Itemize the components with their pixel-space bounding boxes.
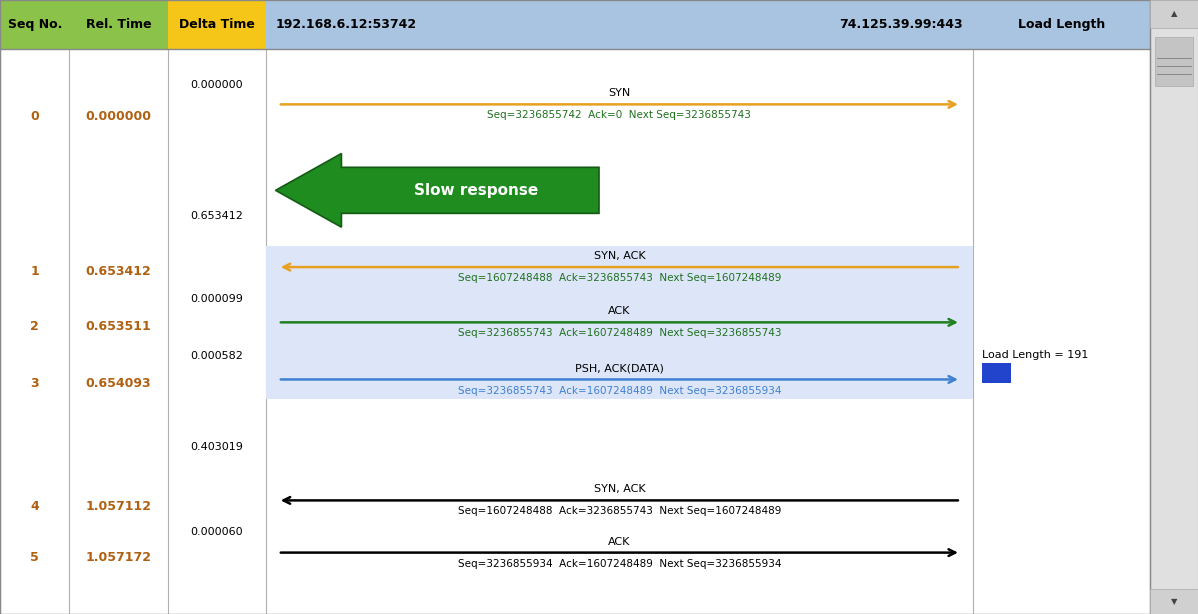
Bar (0, 0, 69, 49)
Text: 1.057172: 1.057172 (85, 551, 152, 564)
Text: 74.125.39.99:443: 74.125.39.99:443 (840, 18, 963, 31)
Bar (1150, 0, 1198, 614)
Text: 1: 1 (30, 265, 40, 278)
Text: Seq=1607248488  Ack=3236855743  Next Seq=1607248489: Seq=1607248488 Ack=3236855743 Next Seq=1… (458, 273, 781, 283)
Text: 0: 0 (30, 110, 40, 123)
Text: 0.000582: 0.000582 (190, 351, 243, 361)
Text: ▲: ▲ (1170, 9, 1178, 18)
Text: 1.057112: 1.057112 (85, 500, 152, 513)
FancyArrow shape (276, 154, 599, 227)
Text: Delta Time: Delta Time (179, 18, 255, 31)
Text: Seq=3236855743  Ack=1607248489  Next Seq=3236855743: Seq=3236855743 Ack=1607248489 Next Seq=3… (458, 328, 781, 338)
Text: Rel. Time: Rel. Time (86, 18, 151, 31)
Text: ▼: ▼ (1170, 597, 1178, 606)
Text: 0.000000: 0.000000 (190, 80, 243, 90)
Bar (982, 363, 1011, 383)
Bar (168, 0, 266, 49)
Text: 4: 4 (30, 500, 40, 513)
Text: Seq=1607248488  Ack=3236855743  Next Seq=1607248489: Seq=1607248488 Ack=3236855743 Next Seq=1… (458, 507, 781, 516)
Text: ACK: ACK (609, 306, 630, 316)
Text: Seq=3236855743  Ack=1607248489  Next Seq=3236855934: Seq=3236855743 Ack=1607248489 Next Seq=3… (458, 386, 781, 395)
Text: 0.000000: 0.000000 (85, 110, 152, 123)
Text: Seq No.: Seq No. (7, 18, 62, 31)
Bar (266, 246, 973, 399)
Text: 5: 5 (30, 551, 40, 564)
Text: 0.653412: 0.653412 (190, 211, 243, 221)
Text: ACK: ACK (609, 537, 630, 546)
Text: PSH, ACK(DATA): PSH, ACK(DATA) (575, 363, 664, 373)
Text: 2: 2 (30, 320, 40, 333)
Text: Seq=3236855934  Ack=1607248489  Next Seq=3236855934: Seq=3236855934 Ack=1607248489 Next Seq=3… (458, 559, 781, 569)
Bar (1155, 37, 1193, 86)
Text: 0.000099: 0.000099 (190, 294, 243, 304)
Bar (1150, 589, 1198, 614)
Text: SYN, ACK: SYN, ACK (593, 484, 646, 494)
Bar (1150, 0, 1198, 28)
Text: 192.168.6.12:53742: 192.168.6.12:53742 (276, 18, 417, 31)
Text: 0.654093: 0.654093 (86, 377, 151, 391)
Text: Seq=3236855742  Ack=0  Next Seq=3236855743: Seq=3236855742 Ack=0 Next Seq=3236855743 (488, 111, 751, 120)
Text: Load Length: Load Length (1018, 18, 1105, 31)
Text: Slow response: Slow response (415, 183, 538, 198)
Text: SYN: SYN (609, 88, 630, 98)
Bar (69, 0, 168, 49)
Text: SYN, ACK: SYN, ACK (593, 251, 646, 261)
Text: 0.653412: 0.653412 (86, 265, 151, 278)
Text: 0.000060: 0.000060 (190, 527, 243, 537)
Text: 0.403019: 0.403019 (190, 442, 243, 452)
Text: 0.653511: 0.653511 (86, 320, 151, 333)
Bar (266, 0, 1150, 49)
Text: Load Length = 191: Load Length = 191 (982, 350, 1089, 360)
Text: 3: 3 (30, 377, 40, 391)
